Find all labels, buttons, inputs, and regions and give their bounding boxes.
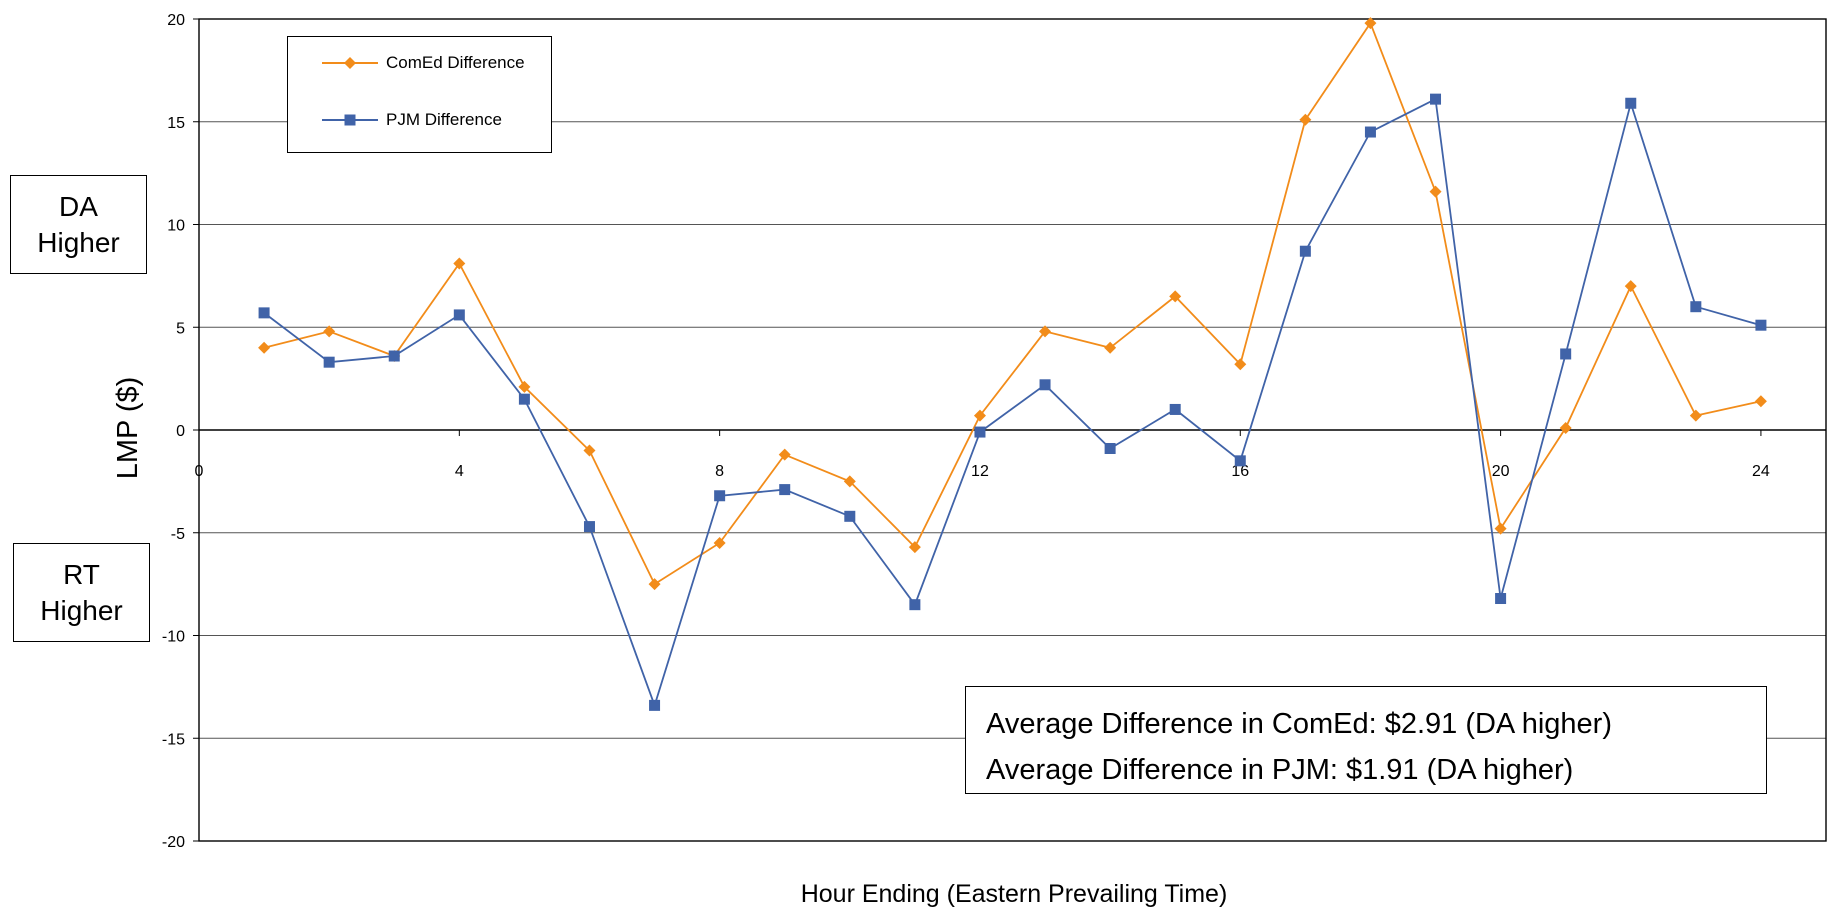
data-point	[518, 380, 531, 393]
data-point	[1364, 126, 1376, 138]
data-point	[518, 393, 530, 405]
da-higher-box: DA Higher	[10, 175, 147, 274]
y-tick-label: 5	[176, 320, 185, 337]
data-point	[1429, 185, 1442, 198]
legend-label-pjm: PJM Difference	[386, 110, 502, 129]
data-point	[1039, 379, 1051, 391]
legend-item-pjm: PJM Difference	[322, 110, 502, 130]
y-tick-label: 0	[176, 423, 185, 440]
series-comed	[258, 17, 1767, 591]
data-point	[843, 475, 856, 488]
series-pjm	[258, 93, 1767, 711]
x-tick-label: 0	[195, 463, 204, 480]
data-point	[1494, 522, 1507, 535]
data-point	[1169, 403, 1181, 415]
data-point	[1104, 442, 1116, 454]
data-point	[453, 309, 465, 321]
data-point	[1104, 341, 1117, 354]
data-point	[648, 578, 661, 591]
da-higher-line2: Higher	[37, 226, 120, 258]
y-tick-label: -20	[162, 834, 185, 851]
da-higher-line1: DA	[59, 190, 98, 222]
series-line	[263, 21, 1762, 586]
data-point	[1495, 593, 1507, 605]
data-point	[1755, 319, 1767, 331]
grid-lines	[199, 121, 1826, 739]
data-point	[1559, 421, 1572, 434]
data-point	[779, 484, 791, 496]
data-point	[258, 341, 271, 354]
data-point	[1299, 113, 1312, 126]
legend-label-comed: ComEd Difference	[386, 53, 525, 72]
data-point	[649, 699, 661, 711]
data-point	[974, 426, 986, 438]
data-point	[583, 521, 595, 533]
data-point	[909, 599, 921, 611]
data-point	[1430, 93, 1442, 105]
y-tick-label: 15	[167, 115, 185, 132]
data-point	[323, 356, 335, 368]
rt-higher-line2: Higher	[40, 594, 123, 626]
legend-swatch-comed	[322, 57, 378, 69]
x-tick-label: 16	[1231, 463, 1249, 480]
avg-pjm-text: Average Difference in PJM: $1.91 (DA hig…	[986, 754, 1574, 786]
x-tick-label: 12	[971, 463, 989, 480]
data-point	[1625, 97, 1637, 109]
y-tick-label: -15	[162, 731, 185, 748]
data-point	[1560, 348, 1572, 360]
data-point	[388, 350, 400, 362]
y-tick-label: -5	[171, 526, 185, 543]
y-axis-title: LMP ($)	[112, 377, 144, 480]
x-tick-label: 24	[1752, 463, 1770, 480]
avg-comed-text: Average Difference in ComEd: $2.91 (DA h…	[986, 708, 1612, 740]
data-point	[1754, 395, 1767, 408]
x-axis-ticks: 0 4 8 12 16 20 24	[195, 430, 1770, 480]
series-line	[263, 97, 1762, 709]
data-point	[778, 448, 791, 461]
data-point	[1169, 290, 1182, 303]
legend-item-comed: ComEd Difference	[322, 53, 525, 73]
data-point	[453, 257, 466, 270]
y-axis-ticks: -20 -15 -10 -5 0 5 10 15 20	[162, 12, 199, 851]
series-layer	[258, 17, 1767, 711]
data-point	[714, 490, 726, 502]
data-point	[258, 307, 270, 319]
data-point	[973, 409, 986, 422]
x-tick-label: 8	[715, 463, 724, 480]
x-tick-label: 20	[1492, 463, 1510, 480]
data-point	[1039, 325, 1052, 338]
average-difference-box: Average Difference in ComEd: $2.91 (DA h…	[965, 686, 1767, 794]
data-point	[1624, 280, 1637, 293]
y-tick-label: -10	[162, 629, 185, 646]
rt-higher-box: RT Higher	[13, 543, 150, 642]
x-axis-title: Hour Ending (Eastern Prevailing Time)	[801, 880, 1228, 908]
data-point	[583, 444, 596, 457]
data-point	[323, 325, 336, 338]
legend-swatch-pjm	[322, 114, 378, 126]
data-point	[1364, 17, 1377, 30]
x-tick-label: 4	[455, 463, 464, 480]
data-point	[1689, 409, 1702, 422]
data-point	[908, 541, 921, 554]
data-point	[1690, 301, 1702, 313]
data-point	[1299, 245, 1311, 257]
data-point	[713, 537, 726, 550]
y-tick-label: 10	[167, 218, 185, 235]
data-point	[1234, 455, 1246, 467]
chart-legend: ComEd Difference PJM Difference	[287, 36, 552, 153]
y-tick-label: 20	[167, 12, 185, 29]
data-point	[844, 510, 856, 522]
data-point	[1234, 358, 1247, 371]
rt-higher-line1: RT	[63, 558, 100, 590]
